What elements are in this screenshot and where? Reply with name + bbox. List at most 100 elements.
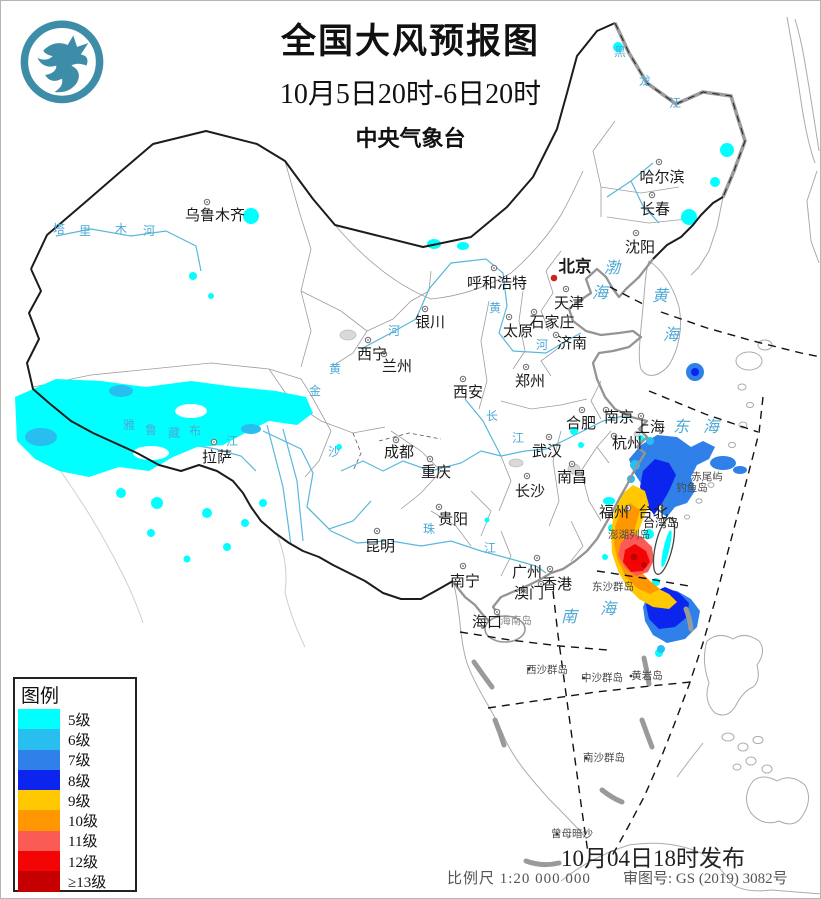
hainan-island [484, 615, 526, 643]
river-label: 沙 [328, 445, 340, 459]
beijing-capital-dot [550, 274, 558, 282]
legend-label: 12级 [68, 854, 99, 871]
river-label: 河 [143, 224, 155, 238]
city-label: 昆明 [365, 538, 395, 555]
city-label: 重庆 [421, 464, 451, 481]
city-label: 南宁 [450, 573, 480, 590]
river-label: 黄 [329, 362, 341, 376]
city-label: 乌鲁木齐 [185, 207, 245, 224]
river-label: 长 [486, 409, 498, 423]
river-label: 珠 [423, 522, 435, 536]
river-label: 河 [388, 324, 400, 338]
river-label: 塔 [53, 222, 65, 236]
river-label: 河 [536, 338, 548, 352]
island-label: 台湾岛 [643, 515, 679, 530]
legend-label: 7级 [68, 753, 91, 770]
legend-row: 6级 [15, 729, 135, 750]
legend-swatch [18, 729, 60, 750]
legend: 图例 5级 6级 7级 8级 9级 10级 11级 12级 ≥13级 [13, 677, 137, 892]
sea-label: 东 [673, 418, 691, 436]
city-label: 西宁 [357, 346, 387, 363]
cma-logo [20, 20, 104, 104]
island-label: 西沙群岛 [526, 663, 568, 676]
river-label: 江 [512, 431, 524, 445]
river-label: 布 [189, 424, 201, 438]
river-label: 里 [79, 224, 91, 238]
river-label: 金 [309, 383, 321, 398]
river-label: 黄 [489, 301, 501, 315]
wind-area-typhoon [484, 363, 747, 657]
sea-label: 海 [703, 418, 721, 436]
legend-row: 9级 [15, 790, 135, 811]
sea-labels: 渤 海 黄 海 东 海 南 海 [561, 259, 721, 626]
city-label: 银川 [415, 314, 445, 331]
map-approval-number: 审图号: GS (2019) 3082号 [623, 871, 788, 887]
legend-row: 11级 [15, 830, 135, 852]
map-scale: 比例尺 1:20 000 000 [447, 871, 591, 887]
legend-label: 6级 [68, 732, 91, 749]
legend-title: 图例 [21, 686, 60, 707]
legend-label: 9级 [68, 793, 91, 810]
legend-label: 11级 [68, 834, 98, 851]
legend-label: 10级 [68, 814, 99, 831]
island-label: 澎湖列岛 [608, 528, 650, 541]
legend-row: 10级 [15, 810, 135, 831]
city-label: 南京 [604, 409, 634, 426]
city-label: 福州 [599, 504, 629, 521]
river-label: 江 [484, 541, 496, 555]
legend-swatch [18, 709, 60, 730]
island-label: 南沙群岛 [583, 751, 625, 764]
island-label: 钓鱼岛 [676, 481, 708, 494]
city-label: 广州 [512, 564, 542, 581]
sea-label: 海 [663, 326, 681, 344]
legend-label: 8级 [68, 773, 91, 790]
city-label: 南昌 [557, 469, 587, 486]
legend-swatch [18, 830, 60, 852]
island-label: 东沙群岛 [592, 580, 634, 593]
river-label: 鲁 [145, 423, 157, 437]
city-label: 台北 [638, 504, 668, 521]
maritime-dashed-lines [459, 286, 820, 857]
city-label: 石家庄 [529, 313, 574, 331]
city-markers [203, 158, 665, 616]
province-borders [32, 120, 688, 577]
logo-ring [20, 20, 104, 104]
city-label: 上海 [635, 419, 665, 436]
city-label: 长春 [640, 201, 670, 218]
city-label: 贵阳 [438, 511, 468, 528]
river-label: 藏 [168, 426, 180, 440]
city-label: 沈阳 [625, 239, 655, 256]
city-label: 兰州 [382, 358, 412, 375]
legend-row: 8级 [15, 769, 135, 791]
taiwan-island [652, 517, 676, 575]
island-label: 中沙群岛 [581, 671, 623, 684]
island-label: 赤尾屿 [691, 471, 723, 483]
river-label: 江 [226, 434, 238, 448]
sea-label: 海 [592, 284, 610, 302]
legend-swatch [18, 871, 60, 892]
island-label: 黄岩岛 [631, 669, 663, 682]
legend-swatch [18, 769, 60, 791]
legend-swatch [18, 810, 60, 831]
city-label: 武汉 [532, 443, 562, 460]
legend-row: 7级 [15, 749, 135, 770]
city-label: 长沙 [515, 483, 545, 500]
river-label: 木 [115, 222, 127, 236]
city-label: 海口 [472, 614, 502, 631]
city-label: 拉萨 [202, 449, 232, 466]
national-border [26, 22, 747, 643]
river-label: 龙 [639, 74, 651, 88]
legend-row: 12级 [15, 851, 135, 872]
wind-area-west [15, 208, 469, 563]
city-label: 西安 [453, 384, 483, 401]
sea-label: 海 [600, 600, 618, 618]
legend-swatch [18, 790, 60, 811]
city-label: 呼和浩特 [467, 275, 527, 292]
river-label: 雅 [123, 417, 135, 432]
city-labels: 乌鲁木齐 拉萨 西宁 兰州 银川 西安 成都 重庆 太原 石家庄 呼和浩特 北京… [185, 169, 685, 631]
legend-label: 5级 [68, 712, 91, 729]
island-labels: 钓鱼岛 赤尾屿 台湾岛 澎湖列岛 东沙群岛 海南岛 西沙群岛 中沙群岛 黄岩岛 … [500, 471, 723, 840]
logo-dragon [37, 35, 89, 93]
